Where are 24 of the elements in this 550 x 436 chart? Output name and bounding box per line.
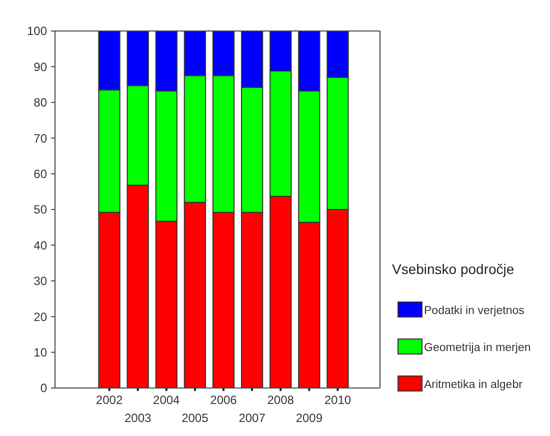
y-tick-label: 80 <box>34 96 48 110</box>
x-tick-label: 2003 <box>124 411 152 425</box>
legend-label: Aritmetika in algebr <box>424 379 523 392</box>
x-tick-label: 2010 <box>324 393 352 407</box>
y-tick-label: 0 <box>40 381 48 396</box>
y-tick-label: 90 <box>34 60 48 74</box>
legend-label: Podatki in verjetnos <box>424 305 525 318</box>
x-tick-label: 2004 <box>153 393 180 407</box>
x-tick-label: 2005 <box>182 411 209 425</box>
y-tick-label: 40 <box>34 238 48 252</box>
y-tick-label: 30 <box>34 274 48 288</box>
y-tick-label: 10 <box>34 346 48 360</box>
x-tick-label: 2008 <box>267 393 294 407</box>
x-tick-label: 2007 <box>238 411 266 425</box>
y-tick-label: 70 <box>34 131 48 146</box>
x-tick-label: 2009 <box>296 411 323 425</box>
legend-title: Vsebinsko področje <box>392 261 514 277</box>
y-tick-label: 100 <box>26 24 48 38</box>
y-tick-label: 60 <box>34 167 48 181</box>
x-tick-label: 2002 <box>96 393 123 407</box>
x-tick-label: 2006 <box>210 393 238 407</box>
y-tick-label: 50 <box>34 202 48 217</box>
legend-label: Geometrija in merjen <box>424 342 531 354</box>
y-tick-label: 20 <box>34 310 48 324</box>
